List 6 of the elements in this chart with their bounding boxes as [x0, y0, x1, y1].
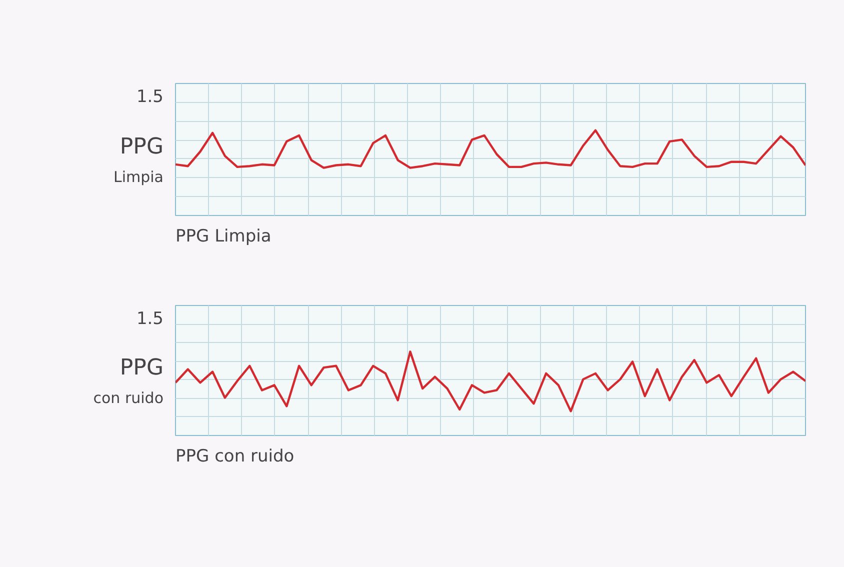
y-axis-title: PPG Limpia: [113, 134, 164, 186]
text: 1.5: [136, 309, 164, 329]
y-axis-title: PPG con ruido: [93, 355, 164, 407]
x-axis-title: PPG con ruido: [176, 446, 294, 466]
text: 1.5: [136, 87, 164, 107]
x-axis-title: PPG Limpia: [176, 226, 272, 246]
